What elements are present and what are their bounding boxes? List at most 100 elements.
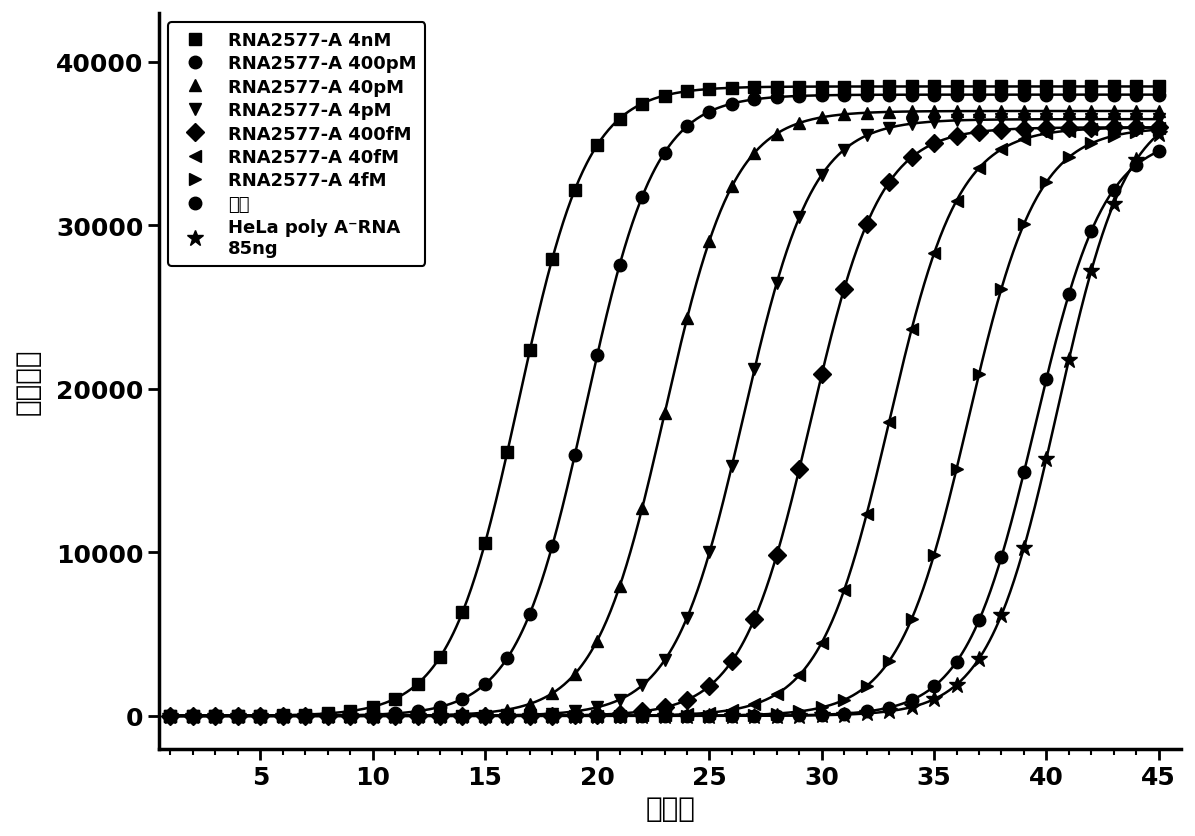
RNA2577-A 400pM [836,91,851,101]
Y-axis label: 荧光强度: 荧光强度 [14,348,42,415]
RNA2577-A 40pM [433,710,447,720]
RNA2577-A 400pM [1152,90,1166,100]
RNA2577-A 4nM [522,346,537,356]
空白 [366,711,380,721]
Line: RNA2577-A 40pM: RNA2577-A 40pM [164,105,1165,722]
HeLa poly A⁻RNA
85ng [859,709,874,719]
RNA2577-A 40fM [320,711,335,721]
空白 [613,711,627,721]
RNA2577-A 4fM [410,711,424,721]
RNA2577-A 4nM [1040,82,1054,92]
空白 [253,711,268,721]
HeLa poly A⁻RNA
85ng [1084,267,1098,277]
RNA2577-A 4nM [590,141,605,151]
RNA2577-A 400fM [1084,124,1098,134]
RNA2577-A 4nM [1129,82,1144,92]
HeLa poly A⁻RNA
85ng [815,711,829,721]
RNA2577-A 400fM [231,711,245,721]
RNA2577-A 40fM [792,670,807,681]
RNA2577-A 4fM [1084,139,1098,149]
RNA2577-A 4fM [253,711,268,721]
RNA2577-A 400pM [1084,90,1098,100]
RNA2577-A 40fM [994,145,1009,155]
RNA2577-A 40fM [657,710,672,720]
RNA2577-A 4nM [949,82,963,92]
空白 [231,711,245,721]
RNA2577-A 400fM [747,614,761,624]
RNA2577-A 400pM [208,711,222,721]
空白 [545,711,559,721]
RNA2577-A 400fM [433,711,447,721]
RNA2577-A 40fM [276,711,290,721]
RNA2577-A 40pM [276,711,290,721]
RNA2577-A 400fM [343,711,357,721]
RNA2577-A 40fM [747,700,761,710]
RNA2577-A 40pM [501,705,515,715]
RNA2577-A 40pM [792,119,807,129]
HeLa poly A⁻RNA
85ng [231,711,245,721]
RNA2577-A 400pM [635,192,649,202]
RNA2577-A 400fM [1107,123,1121,133]
RNA2577-A 4pM [366,711,380,721]
RNA2577-A 4fM [568,711,582,721]
RNA2577-A 400fM [185,711,200,721]
HeLa poly A⁻RNA
85ng [770,711,784,721]
RNA2577-A 4fM [1017,220,1031,230]
RNA2577-A 40fM [433,711,447,721]
空白 [1129,161,1144,171]
空白 [905,696,919,706]
RNA2577-A 400pM [433,702,447,712]
RNA2577-A 40fM [1061,126,1076,136]
RNA2577-A 4nM [388,694,403,704]
RNA2577-A 4fM [1129,128,1144,138]
RNA2577-A 40fM [1017,135,1031,145]
RNA2577-A 400pM [185,711,200,721]
HeLa poly A⁻RNA
85ng [320,711,335,721]
HeLa poly A⁻RNA
85ng [388,711,403,721]
RNA2577-A 400pM [927,90,942,100]
RNA2577-A 4pM [1152,115,1166,125]
RNA2577-A 40pM [410,711,424,721]
RNA2577-A 400fM [836,284,851,294]
RNA2577-A 4fM [882,656,896,666]
空白 [815,710,829,720]
RNA2577-A 4fM [388,711,403,721]
空白 [725,711,740,721]
RNA2577-A 40fM [815,638,829,648]
RNA2577-A 4nM [433,652,447,662]
空白 [949,657,963,667]
RNA2577-A 40fM [185,711,200,721]
HeLa poly A⁻RNA
85ng [747,711,761,721]
RNA2577-A 4fM [836,695,851,705]
RNA2577-A 40pM [1129,107,1144,117]
RNA2577-A 400fM [882,178,896,188]
RNA2577-A 40fM [1129,124,1144,134]
HeLa poly A⁻RNA
85ng [1152,130,1166,140]
RNA2577-A 40pM [1017,107,1031,117]
RNA2577-A 400fM [725,656,740,666]
RNA2577-A 400pM [320,711,335,721]
RNA2577-A 40pM [320,711,335,721]
RNA2577-A 40fM [343,711,357,721]
RNA2577-A 4pM [320,711,335,721]
空白 [590,711,605,721]
HeLa poly A⁻RNA
85ng [703,711,717,721]
HeLa poly A⁻RNA
85ng [1107,200,1121,210]
RNA2577-A 4pM [994,115,1009,125]
RNA2577-A 40pM [388,711,403,721]
RNA2577-A 400pM [545,541,559,551]
RNA2577-A 4nM [747,83,761,93]
空白 [298,711,312,721]
RNA2577-A 40fM [164,711,178,721]
RNA2577-A 40pM [815,113,829,123]
RNA2577-A 4nM [703,84,717,94]
RNA2577-A 40fM [388,711,403,721]
空白 [1061,290,1076,300]
RNA2577-A 400pM [949,90,963,100]
HeLa poly A⁻RNA
85ng [949,680,963,690]
RNA2577-A 400fM [1017,125,1031,135]
RNA2577-A 4pM [972,115,986,125]
RNA2577-A 40pM [657,409,672,419]
RNA2577-A 4pM [792,213,807,223]
RNA2577-A 40fM [882,417,896,427]
